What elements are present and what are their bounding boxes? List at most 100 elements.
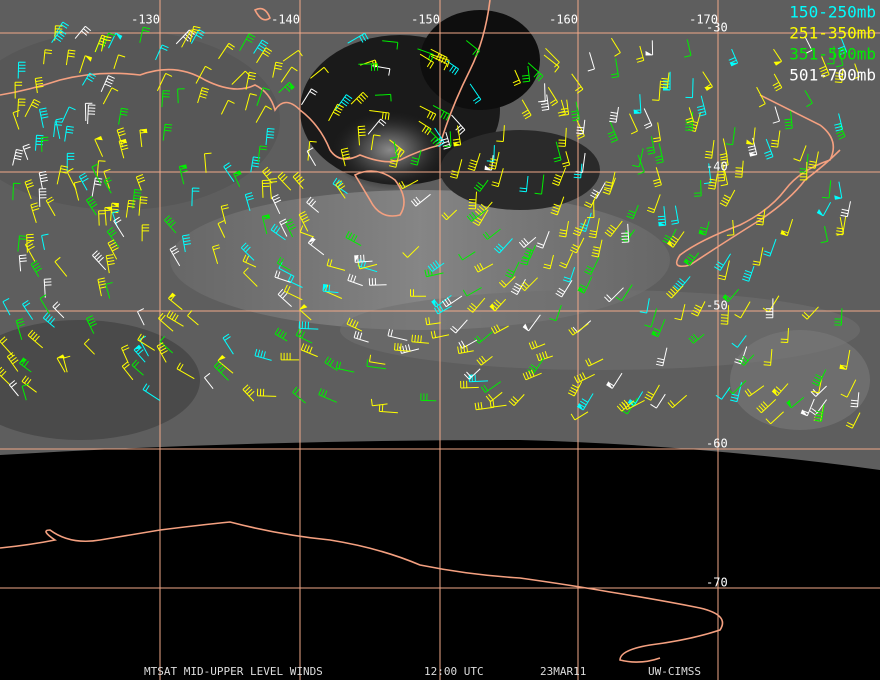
wind-barb [650,393,666,409]
wind-pennant [577,286,585,294]
wind-barb [725,127,736,146]
wind-barb [283,284,303,301]
wind-barb [2,297,11,316]
wind-barb [66,152,75,172]
wind-barb [35,134,44,151]
wind-barb [255,105,272,123]
wind-barb [243,267,258,287]
wind-barb [458,251,476,261]
wind-pennant [94,136,103,141]
wind-barb [17,61,26,79]
wind-barb [164,215,177,234]
wind-pennant [683,258,690,266]
wind-barb [340,147,351,167]
wind-barb [673,276,691,291]
wind-pennant [453,142,461,146]
wind-barb [731,335,747,348]
wind-pennant [119,139,127,144]
wind-barb [411,334,429,344]
wind-barb [716,164,726,182]
coastline [675,94,841,268]
wind-pennant [262,214,271,219]
wind-barb [177,88,185,104]
wind-barb [587,52,595,72]
wind-barb [195,65,212,84]
wind-barb [840,379,857,398]
wind-barb [242,254,257,268]
wind-barb [276,256,291,271]
wind-barb [347,273,363,287]
wind-pennant [323,284,328,292]
wind-barb [34,77,44,94]
wind-barb [253,39,269,54]
wind-barb [845,412,861,429]
wind-barb [493,238,513,254]
coastlines [0,0,841,663]
wind-barb [834,181,843,200]
wind-barb [38,188,47,207]
wind-barb [370,134,381,151]
wind-barb [261,179,270,198]
wind-barb [0,336,14,357]
wind-pennant [233,170,242,175]
wind-barb [301,88,318,106]
wind-barb [367,118,387,135]
wind-barb [527,357,545,374]
wind-barb [335,180,346,199]
wind-barb [480,381,502,393]
wind-barb [549,304,562,322]
wind-barb [728,48,739,67]
wind-barbs [0,21,861,429]
wind-barb [158,312,174,332]
wind-barb [84,102,93,122]
wind-barb [324,356,338,371]
wind-barb [441,295,463,308]
wind-barb [394,342,411,352]
wind-barb [357,261,378,270]
wind-barb [720,149,729,167]
wind-barb [387,328,408,341]
wind-barb [463,368,481,380]
wind-barb [519,175,529,193]
wind-barb [688,333,705,344]
wind-barb [822,180,832,199]
wind-barb [626,204,639,220]
wind-barb [715,387,731,400]
wind-barb [334,94,353,111]
wind-barb [519,277,538,292]
wind-barb [476,355,493,366]
wind-barb [784,110,793,130]
footer-text: 12:00 UTC [424,665,484,678]
wind-barb [489,399,507,408]
wind-barb [443,131,452,147]
wind-barb [335,361,355,373]
wind-barb [451,114,466,135]
wind-pennant [218,355,226,361]
wind-barb [176,362,195,380]
wind-barb [21,383,29,401]
wind-barb [12,109,20,130]
wind-pennant [115,33,123,40]
wind-barb [752,247,764,266]
wind-barb [462,287,482,297]
wind-pennant [577,403,584,410]
wind-barb [610,37,621,57]
wind-barb [765,411,784,425]
wind-barb [588,218,600,239]
wind-barb [646,136,656,155]
wind-barb [639,298,650,314]
wind-barb [138,196,148,216]
wind-barb [81,72,96,86]
legend-entry: 251-350mb [789,24,876,43]
wind-barb [632,148,644,168]
wind-barb [584,257,600,276]
wind-barb [521,65,531,83]
wind-barb [553,141,562,163]
latitude-label: -50 [706,299,728,313]
wind-barb [591,239,603,258]
wind-barb [644,384,660,401]
wind-barb [684,39,692,58]
wind-barb [569,237,585,254]
wind-barb [450,319,468,334]
wind-barb [38,171,48,189]
